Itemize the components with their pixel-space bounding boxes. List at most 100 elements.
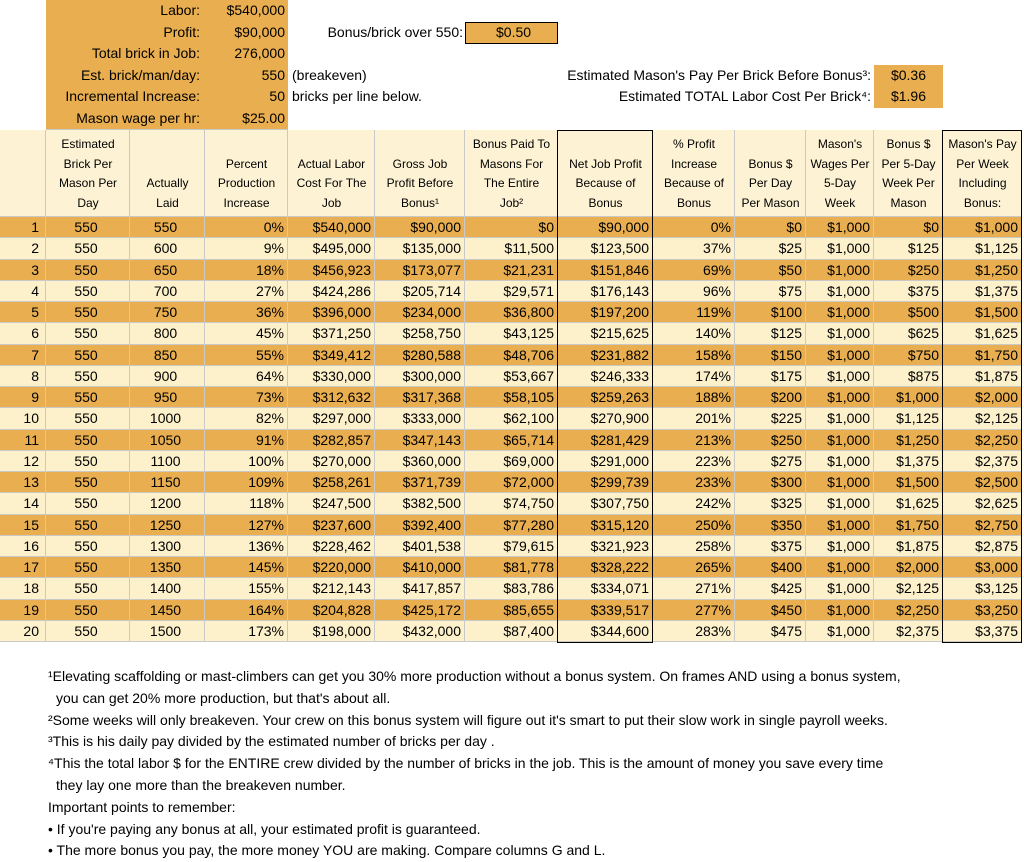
header-cell: Actually Laid [130,130,205,217]
row-number: 18 [0,578,46,600]
cell: 750 [130,302,205,324]
row-number: 5 [0,302,46,324]
cell: 223% [653,450,735,472]
cell: 550 [46,344,130,366]
row-number: 9 [0,387,46,409]
param-value: $90,000 [234,23,285,40]
cell: $475 [735,620,806,642]
param-value: $25.00 [242,110,285,126]
cell: $258,261 [288,472,375,494]
param-value: 550 [261,66,285,83]
cell: $1,000 [806,493,874,515]
cell: $325 [735,493,806,515]
cell: $1,000 [806,557,874,579]
cell: 100% [205,450,288,472]
cell: 1450 [130,599,205,621]
cell: 265% [653,557,735,579]
cell: $53,667 [465,365,558,387]
cell: $62,100 [465,408,558,430]
cell: 1150 [130,472,205,494]
cell: 850 [130,344,205,366]
cell: 145% [205,557,288,579]
cell: 242% [653,493,735,515]
grid-line [374,130,375,217]
cell: $0 [874,217,943,239]
cell: $29,571 [465,280,558,302]
cell: 550 [130,217,205,239]
cell: $300 [735,472,806,494]
row-number: 14 [0,493,46,515]
header-line: Actually [146,176,189,190]
cell: $1,125 [874,408,943,430]
header-line: Day [77,195,99,210]
cell: 550 [46,302,130,324]
param-label: Mason wage per hr: [76,110,200,126]
cell: $1,000 [806,238,874,260]
header-line: Bonus [676,195,712,210]
cell: $1,000 [806,429,874,451]
cell: 1500 [130,620,205,642]
cell: $79,615 [465,535,558,557]
cell: $371,250 [288,323,375,345]
header-cell: Bonus $ Per Day Per Mason [735,130,806,217]
cell: $247,500 [288,493,375,515]
cell: $312,632 [288,387,375,409]
cell: 550 [46,323,130,345]
cell: 550 [46,514,130,536]
header-line: Increase [670,156,718,171]
cell: $205,714 [375,280,465,302]
cell: 550 [46,429,130,451]
header-line: Bonus $ [748,156,793,171]
row-number: 15 [0,514,46,536]
row-fill [0,217,1022,239]
cell: $125 [735,323,806,345]
cell: $1,000 [806,365,874,387]
header-line: Bonus: [963,195,1002,210]
cell: 700 [130,280,205,302]
grid-line [805,130,806,217]
param-label: Est. brick/man/day: [80,66,200,83]
header-line: Increase [223,195,270,210]
cell: 55% [205,344,288,366]
pay-label: Estimated Mason's Pay Per Brick Before B… [567,66,871,83]
cell: $1,000 [806,280,874,302]
cell: $74,750 [465,493,558,515]
cell: 1300 [130,535,205,557]
header-line: Wages Per [810,156,870,171]
cell: 1000 [130,408,205,430]
cell: 1050 [130,429,205,451]
cell: $875 [874,365,943,387]
cell: 550 [46,408,130,430]
footnote: you can get 20% more production, but tha… [56,689,391,706]
cell: $43,125 [465,323,558,345]
cell: 550 [46,450,130,472]
row-fill [0,238,1022,260]
row-number: 16 [0,535,46,557]
cell: $500 [874,302,943,324]
row-fill [0,514,1022,536]
footnote: ³This is his daily pay divided by the es… [48,733,495,750]
header-line: Bonus¹ [400,195,440,210]
column-outline [942,130,1022,643]
cell: $282,857 [288,429,375,451]
cell: 18% [205,259,288,281]
row-number: 19 [0,599,46,621]
header-line: Laid [156,195,179,210]
cell: $1,500 [874,472,943,494]
header-cell: Mason's Pay Per Week Including Bonus: [943,130,1022,217]
header-line: Mason's Pay [948,137,1017,151]
cell: 127% [205,514,288,536]
cell: 64% [205,365,288,387]
cell: 600 [130,238,205,260]
cell: $396,000 [288,302,375,324]
cell: $58,105 [465,387,558,409]
cell: $371,739 [375,472,465,494]
cell: $270,000 [288,450,375,472]
cell: $1,000 [874,387,943,409]
cell: $1,375 [874,450,943,472]
cell: $1,625 [874,493,943,515]
param-label: Labor: [160,2,200,18]
cell: $1,000 [806,535,874,557]
header-line: Per Day [748,176,793,190]
cell: $1,750 [874,514,943,536]
